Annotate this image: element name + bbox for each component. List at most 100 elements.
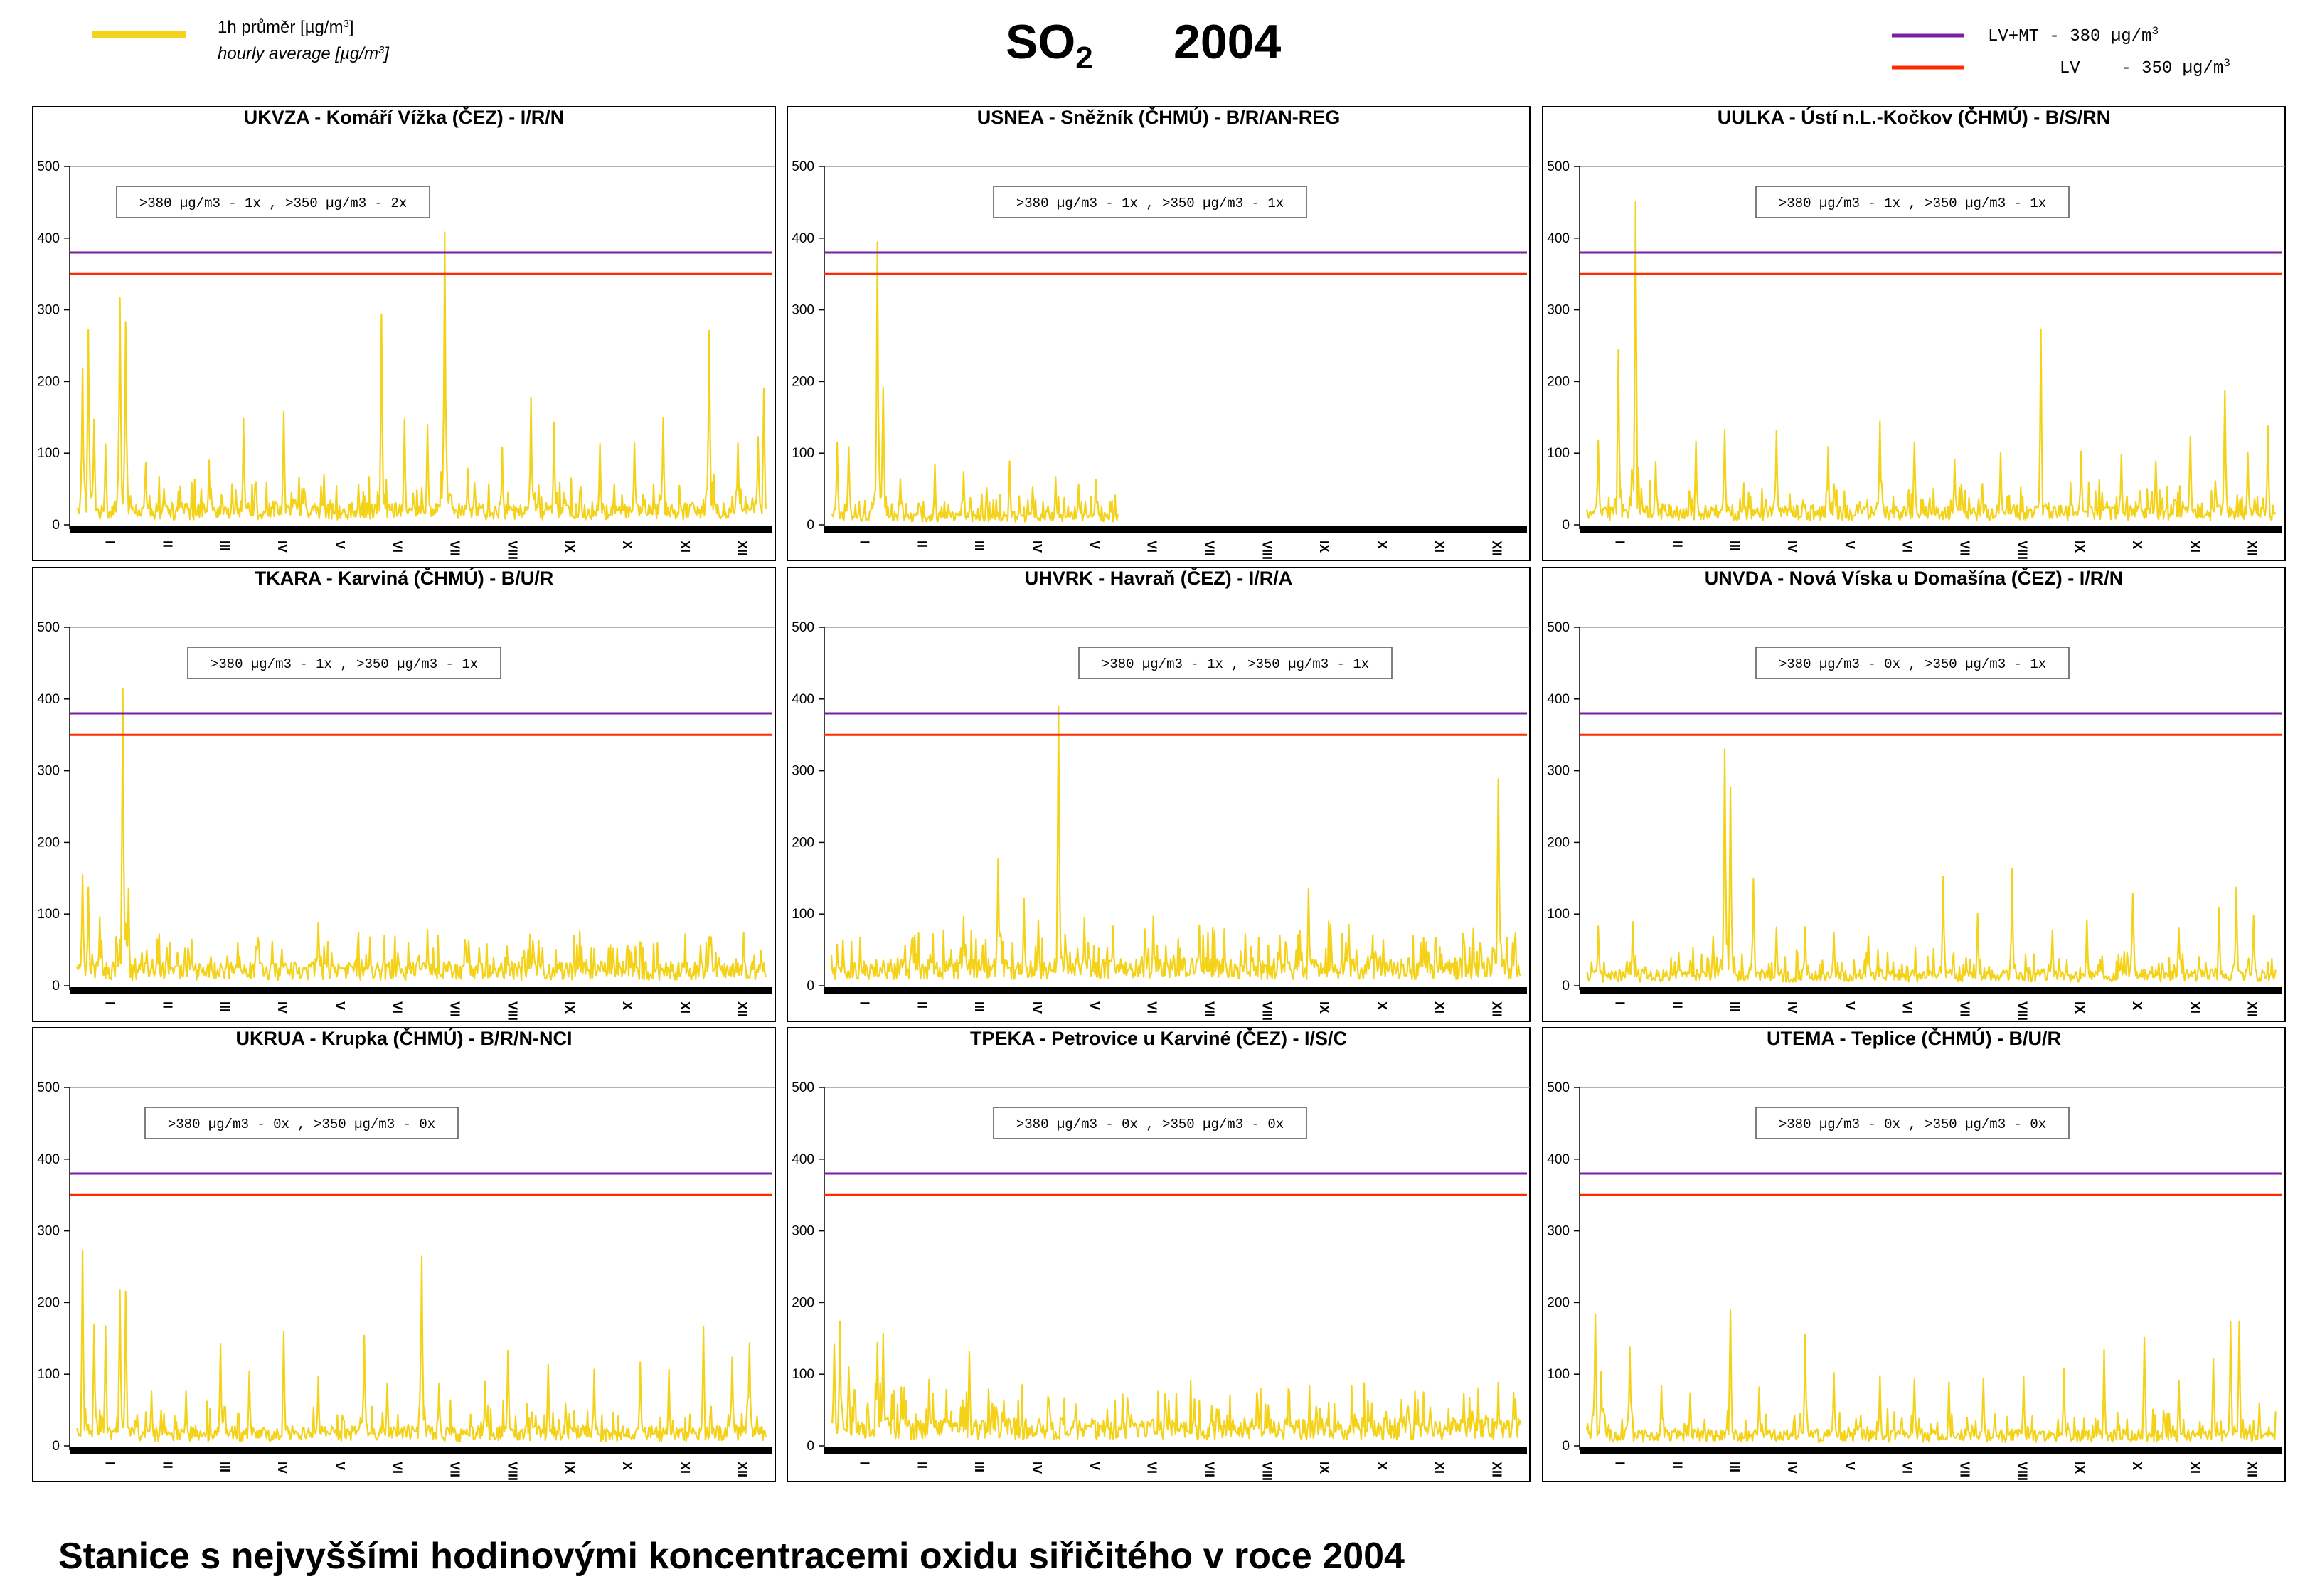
y-tick-label: 200 (37, 374, 60, 389)
x-tick-label: VI (1145, 1462, 1159, 1474)
x-tick-label: IV (275, 1462, 289, 1474)
annotation-box (144, 1107, 459, 1139)
x-tick-label: XII (2245, 541, 2260, 556)
legend-lvmt-label: LV+MT - 380 µg/m3 (1988, 25, 2159, 46)
x-tick-label: XII (735, 1462, 750, 1477)
chart-panel-5: UHVRK - Havraň (ČEZ) - I/R/A 0 100 200 300 40… (787, 567, 1531, 1022)
panel-frame (32, 1027, 776, 1482)
y-tick-label: 500 (792, 620, 814, 635)
x-tick-label: XII (2245, 1462, 2260, 1477)
y-tick-label: 300 (792, 764, 814, 779)
x-tick-label: VIII (505, 1462, 519, 1481)
x-axis (70, 987, 772, 994)
legend-series-label-en: hourly average [µg/m3] (218, 44, 390, 64)
x-tick-label: IV (1785, 1001, 1799, 1014)
x-tick-label: III (972, 1001, 986, 1012)
x-tick-label: X (620, 1001, 634, 1010)
chart-panel-4: TKARA - Karviná (ČHMÚ) - B/U/R 0 100 200 300… (32, 567, 776, 1022)
annotation-box (993, 1107, 1307, 1139)
x-tick-label: V (1087, 1462, 1102, 1470)
y-tick-label: 100 (1547, 1367, 1570, 1382)
x-tick-label: VI (390, 1001, 405, 1014)
y-tick-label: 200 (37, 835, 60, 850)
y-tick-label: 100 (792, 1367, 814, 1382)
svg-text:SO2: SO2 (1006, 15, 1093, 75)
x-tick-label: II (160, 541, 174, 548)
page-title: SO2 2004 (1006, 15, 1281, 75)
chart-panel-3: UULKA - Ústí n.L.-Kočkov (ČHMÚ) - B/S/RN… (1542, 106, 2286, 561)
x-tick-label: X (1375, 541, 1389, 549)
annotation-label: >380 µg/m3 - 1x , >350 µg/m3 - 2x (139, 196, 407, 211)
y-tick-label: 0 (807, 979, 814, 994)
y-tick-label: 300 (792, 303, 814, 318)
x-tick-label: IX (2072, 1001, 2087, 1014)
title-subscript: 2 (1075, 41, 1092, 75)
x-tick-label: II (1670, 1462, 1684, 1469)
x-tick-label: II (1670, 541, 1684, 548)
x-axis (70, 1447, 772, 1454)
x-tick-label: VI (1145, 541, 1159, 553)
y-tick-label: 100 (37, 1367, 60, 1382)
x-tick-label: XII (735, 1001, 750, 1017)
x-tick-label: V (1087, 541, 1102, 549)
series-hourly-average (1585, 201, 2277, 521)
annotation-label: >380 µg/m3 - 0x , >350 µg/m3 - 1x (1779, 656, 2046, 672)
y-tick-label: 0 (52, 979, 60, 994)
y-tick-label: 500 (792, 159, 814, 174)
x-tick-label: I (1612, 1001, 1627, 1005)
x-tick-label: IX (1317, 1001, 1331, 1014)
chart-panel-7: UKRUA - Krupka (ČHMÚ) - B/R/N-NCI 0 100 200… (32, 1027, 776, 1482)
x-tick-label: VII (1957, 1462, 1971, 1477)
y-tick-label: 0 (52, 518, 60, 533)
y-tick-label: 200 (37, 1295, 60, 1310)
x-tick-label: IX (1317, 541, 1331, 553)
x-tick-label: VI (390, 541, 405, 553)
chart-panel-6: UNVDA - Nová Víska u Domašína (ČEZ) - I/… (1542, 567, 2286, 1022)
annotation-box (1755, 1107, 2070, 1139)
legend-series-label-cz: 1h průměr [µg/m3] (218, 18, 354, 38)
panel-frame (32, 567, 776, 1022)
y-tick-label: 300 (1547, 764, 1570, 779)
x-tick-label: VII (1957, 541, 1971, 556)
y-tick-label: 300 (792, 1224, 814, 1239)
y-tick-label: 400 (792, 1152, 814, 1167)
y-tick-label: 0 (52, 1439, 60, 1454)
x-tick-label: VI (1900, 1001, 1915, 1014)
x-tick-label: X (2130, 1462, 2144, 1470)
x-tick-label: VI (1900, 541, 1915, 553)
panel-frame (787, 1027, 1531, 1482)
x-tick-label: V (333, 1001, 347, 1010)
panel-title: UNVDA - Nová Víska u Domašína (ČEZ) - I/… (1705, 567, 2124, 589)
chart-panel-1: UKVZA - Komáří Vížka (ČEZ) - I/R/N 0 100 20… (32, 106, 776, 561)
x-tick-label: XI (1432, 1462, 1447, 1474)
annotation-label: >380 µg/m3 - 0x , >350 µg/m3 - 0x (168, 1117, 435, 1132)
x-tick-label: IV (275, 1001, 289, 1014)
y-tick-label: 500 (37, 620, 60, 635)
x-tick-label: I (857, 541, 871, 544)
title-formula: SO (1006, 15, 1075, 69)
x-tick-label: V (1843, 1001, 1857, 1010)
y-tick-label: 200 (792, 374, 814, 389)
x-tick-label: IV (1030, 541, 1044, 553)
y-tick-label: 300 (1547, 303, 1570, 318)
annotation-label: >380 µg/m3 - 1x , >350 µg/m3 - 1x (1779, 196, 2046, 211)
x-tick-label: VI (1900, 1462, 1915, 1474)
y-tick-label: 200 (1547, 374, 1570, 389)
x-tick-label: XII (1490, 1001, 1504, 1017)
figure-caption: Stanice s nejvyššími hodinovými koncentr… (58, 1536, 1405, 1577)
x-tick-label: I (1612, 541, 1627, 544)
x-tick-label: IX (1317, 1462, 1331, 1474)
x-tick-label: V (1087, 1001, 1102, 1010)
x-tick-label: VIII (2015, 541, 2029, 560)
annotation-box (187, 647, 501, 679)
x-tick-label: VII (1957, 1001, 1971, 1017)
y-tick-label: 0 (1562, 979, 1570, 994)
x-tick-label: IV (1030, 1001, 1044, 1014)
series-hourly-average (1585, 1309, 2277, 1443)
y-tick-label: 300 (37, 764, 60, 779)
legend-series: 1h průměr [µg/m3] hourly average [µg/m3] (92, 18, 390, 64)
y-tick-label: 300 (1547, 1224, 1570, 1239)
panel-title: UKRUA - Krupka (ČHMÚ) - B/R/N-NCI (236, 1027, 573, 1049)
annotation-box (1755, 186, 2070, 218)
